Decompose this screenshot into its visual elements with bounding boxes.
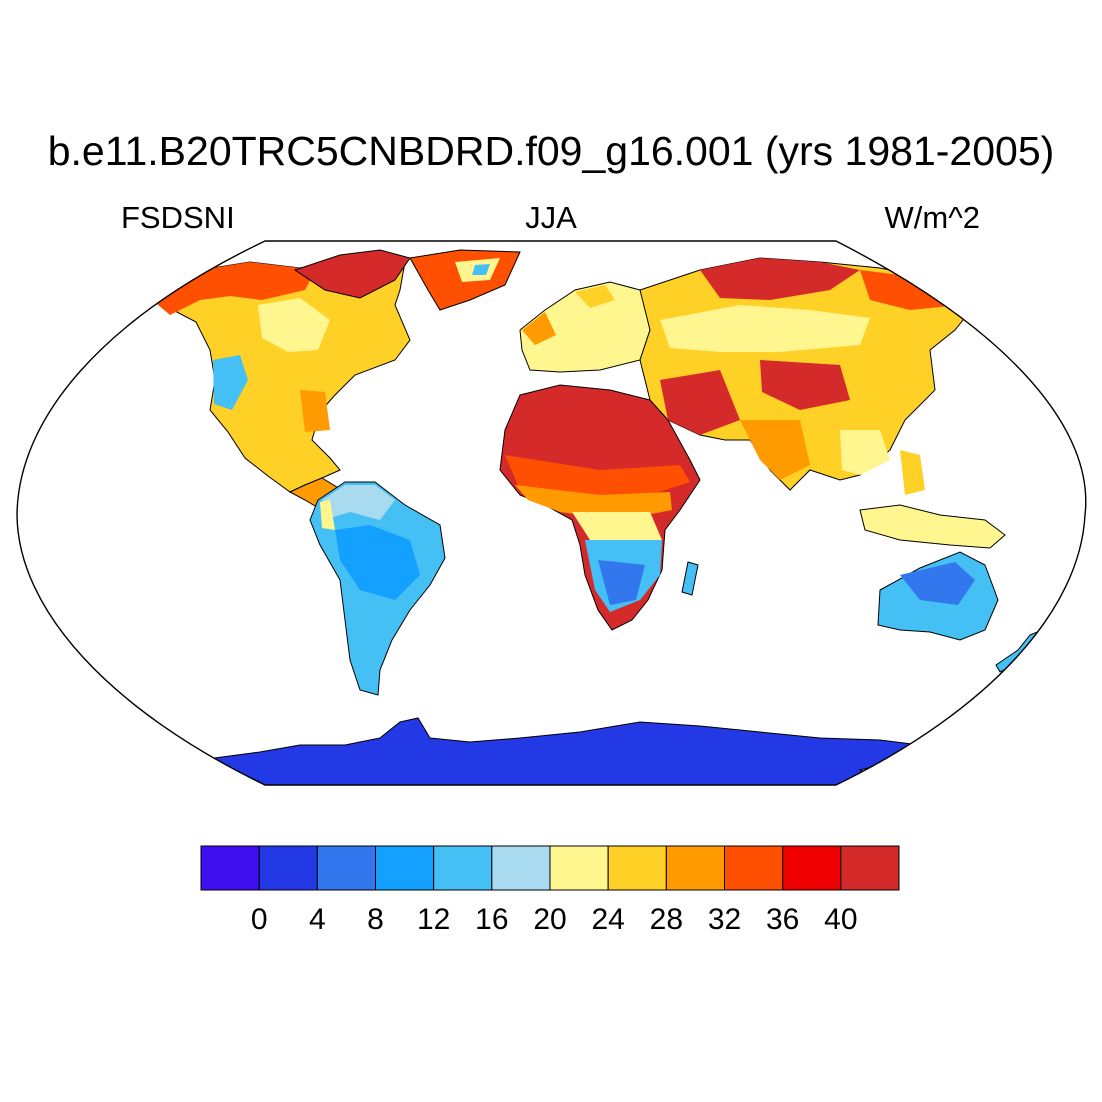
colorbar-label-5: 20 <box>533 903 566 936</box>
colorbar-label-0: 0 <box>251 903 268 936</box>
colorbar-label-8: 32 <box>708 903 741 936</box>
colorbar-label-4: 16 <box>475 903 508 936</box>
colorbar-box-4 <box>433 845 493 891</box>
colorbar-boxes <box>200 845 900 891</box>
colorbar-label-1: 4 <box>309 903 326 936</box>
units-label: W/m^2 <box>884 200 980 235</box>
arctic-archipelago-region <box>293 249 411 299</box>
colorbar-box-3 <box>375 845 435 891</box>
variable-label: FSDSNI <box>121 200 235 235</box>
colorbar-labels: 0 4 8 12 16 20 24 28 32 36 40 <box>251 903 858 936</box>
colorbar-label-10: 40 <box>824 903 857 936</box>
colorbar-box-1 <box>258 845 318 891</box>
colorbar-label-3: 12 <box>417 903 450 936</box>
colorbar-box-2 <box>316 845 377 891</box>
map-boundary <box>16 240 1087 786</box>
colorbar-label-6: 24 <box>591 903 624 936</box>
colorbar-box-5 <box>491 845 551 891</box>
colorbar-box-8 <box>665 845 725 891</box>
colorbar-label-2: 8 <box>367 903 384 936</box>
plot-title: b.e11.B20TRC5CNBDRD.f09_g16.001 (yrs 198… <box>47 128 1055 174</box>
indonesia-region <box>859 504 1006 549</box>
colorbar-box-7 <box>607 845 667 891</box>
season-label: JJA <box>525 200 577 235</box>
colorbar-box-9 <box>724 845 784 891</box>
colorbar-box-0 <box>200 845 260 891</box>
colorbar-box-6 <box>549 845 609 891</box>
colorbar-label-7: 28 <box>650 903 683 936</box>
colorbar-box-10 <box>782 845 842 891</box>
land-field <box>148 249 1043 785</box>
colorbar-label-9: 36 <box>766 903 799 936</box>
madagascar-region <box>681 561 699 596</box>
colorbar-box-11 <box>840 845 900 891</box>
